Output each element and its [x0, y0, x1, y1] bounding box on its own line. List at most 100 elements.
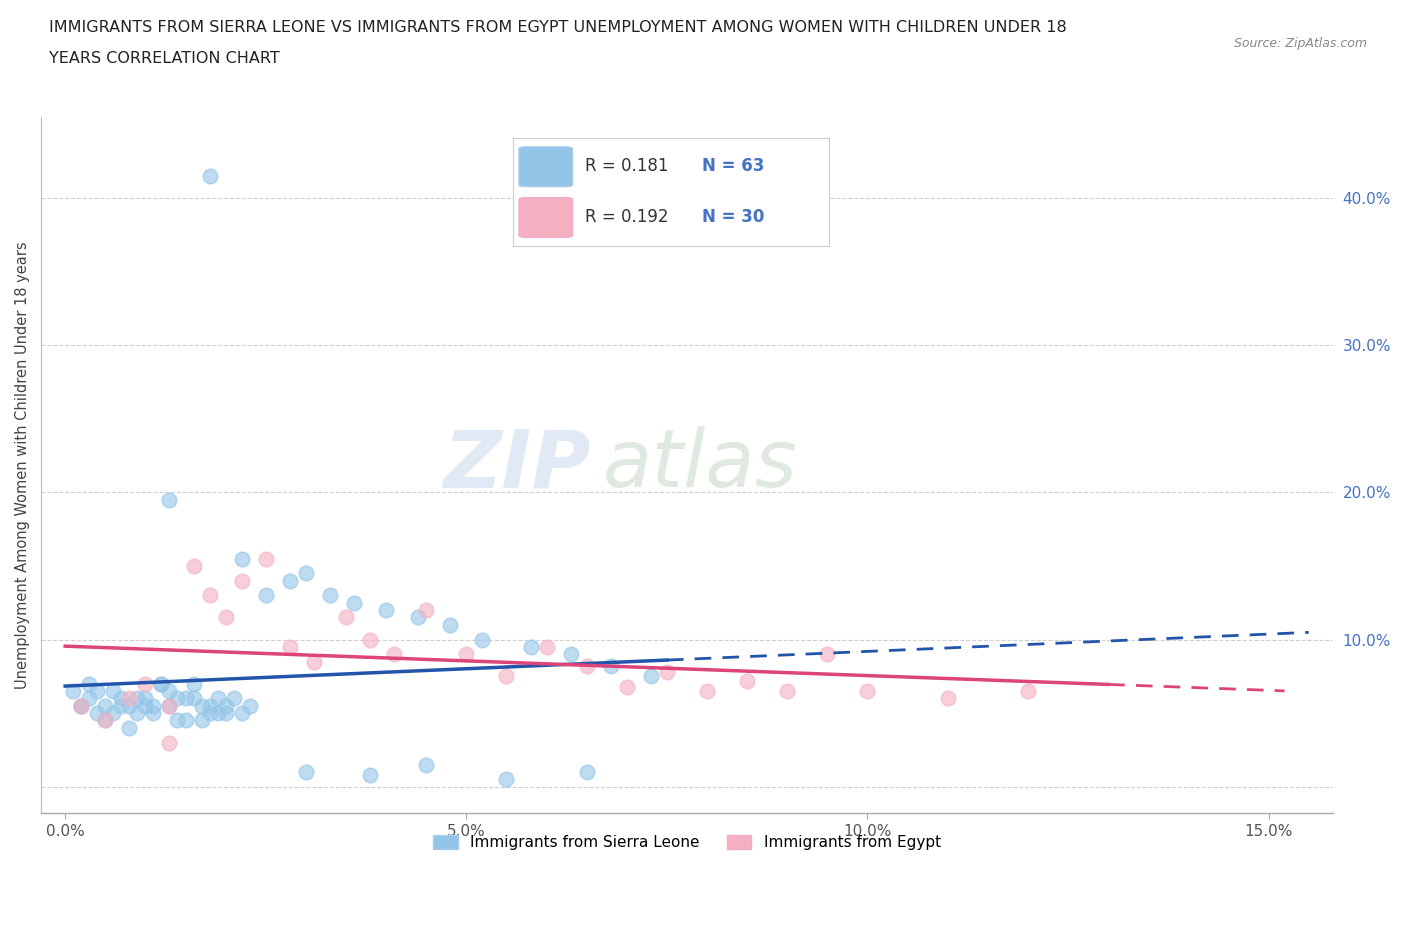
Point [110, 698, 132, 713]
Point [231, 551, 253, 566]
Point [103, 706, 125, 721]
Point [77, 691, 100, 706]
Point [640, 669, 662, 684]
Point [254, 551, 277, 566]
Point [359, 632, 381, 647]
Point [214, 698, 236, 713]
Point [110, 691, 132, 706]
Point [94, 713, 117, 728]
Point [70, 698, 93, 713]
Point [70, 698, 93, 713]
Point [495, 669, 517, 684]
Point [856, 684, 879, 698]
Point [142, 706, 165, 721]
Point [319, 588, 342, 603]
Text: ZIP: ZIP [443, 426, 591, 504]
Point [278, 640, 301, 655]
Point [159, 698, 181, 713]
Point [575, 764, 598, 779]
Point [127, 691, 149, 706]
Point [159, 735, 181, 750]
Text: Source: ZipAtlas.com: Source: ZipAtlas.com [1233, 37, 1367, 50]
Point [519, 640, 541, 655]
Point [190, 698, 212, 713]
Point [190, 713, 212, 728]
Point [166, 713, 188, 728]
Point [231, 706, 253, 721]
Point [142, 698, 165, 713]
Point [183, 691, 205, 706]
Point [86, 684, 108, 698]
Point [198, 168, 221, 183]
Point [118, 721, 141, 736]
Point [359, 767, 381, 782]
Point [103, 684, 125, 698]
Point [278, 573, 301, 588]
Point [150, 676, 173, 691]
Point [936, 691, 959, 706]
Point [575, 658, 598, 673]
Point [62, 684, 84, 698]
Point [439, 618, 461, 632]
Y-axis label: Unemployment Among Women with Children Under 18 years: Unemployment Among Women with Children U… [15, 242, 30, 689]
Point [94, 698, 117, 713]
Point [174, 691, 197, 706]
Point [382, 646, 405, 661]
Point [406, 610, 429, 625]
Point [70, 698, 93, 713]
Point [815, 646, 838, 661]
Point [335, 610, 357, 625]
Legend: Immigrants from Sierra Leone, Immigrants from Egypt: Immigrants from Sierra Leone, Immigrants… [426, 828, 948, 857]
Point [239, 698, 262, 713]
Point [94, 713, 117, 728]
Point [302, 654, 325, 669]
Point [159, 492, 181, 507]
Point [599, 658, 621, 673]
Point [198, 698, 221, 713]
Text: atlas: atlas [603, 426, 797, 504]
Point [150, 676, 173, 691]
Point [471, 632, 494, 647]
Point [222, 691, 245, 706]
Point [231, 573, 253, 588]
Point [198, 706, 221, 721]
Point [118, 691, 141, 706]
Point [127, 706, 149, 721]
Point [183, 676, 205, 691]
Point [134, 691, 156, 706]
Point [207, 691, 229, 706]
Point [159, 698, 181, 713]
Point [375, 603, 398, 618]
Point [655, 664, 678, 679]
Point [456, 646, 478, 661]
Point [295, 764, 318, 779]
Point [118, 698, 141, 713]
Point [415, 603, 437, 618]
Point [214, 610, 236, 625]
Text: YEARS CORRELATION CHART: YEARS CORRELATION CHART [49, 51, 280, 66]
Point [134, 698, 156, 713]
Point [343, 595, 366, 610]
Point [254, 588, 277, 603]
Point [616, 679, 638, 694]
Point [134, 676, 156, 691]
Point [77, 676, 100, 691]
Point [166, 691, 188, 706]
Point [159, 684, 181, 698]
Point [183, 559, 205, 574]
Point [214, 706, 236, 721]
Text: IMMIGRANTS FROM SIERRA LEONE VS IMMIGRANTS FROM EGYPT UNEMPLOYMENT AMONG WOMEN W: IMMIGRANTS FROM SIERRA LEONE VS IMMIGRAN… [49, 20, 1067, 35]
Point [536, 640, 558, 655]
Point [295, 565, 318, 580]
Point [696, 684, 718, 698]
Point [415, 757, 437, 772]
Point [174, 713, 197, 728]
Point [560, 646, 582, 661]
Point [735, 673, 758, 688]
Point [198, 588, 221, 603]
Point [1017, 684, 1039, 698]
Point [776, 684, 799, 698]
Point [86, 706, 108, 721]
Point [495, 772, 517, 787]
Point [207, 706, 229, 721]
